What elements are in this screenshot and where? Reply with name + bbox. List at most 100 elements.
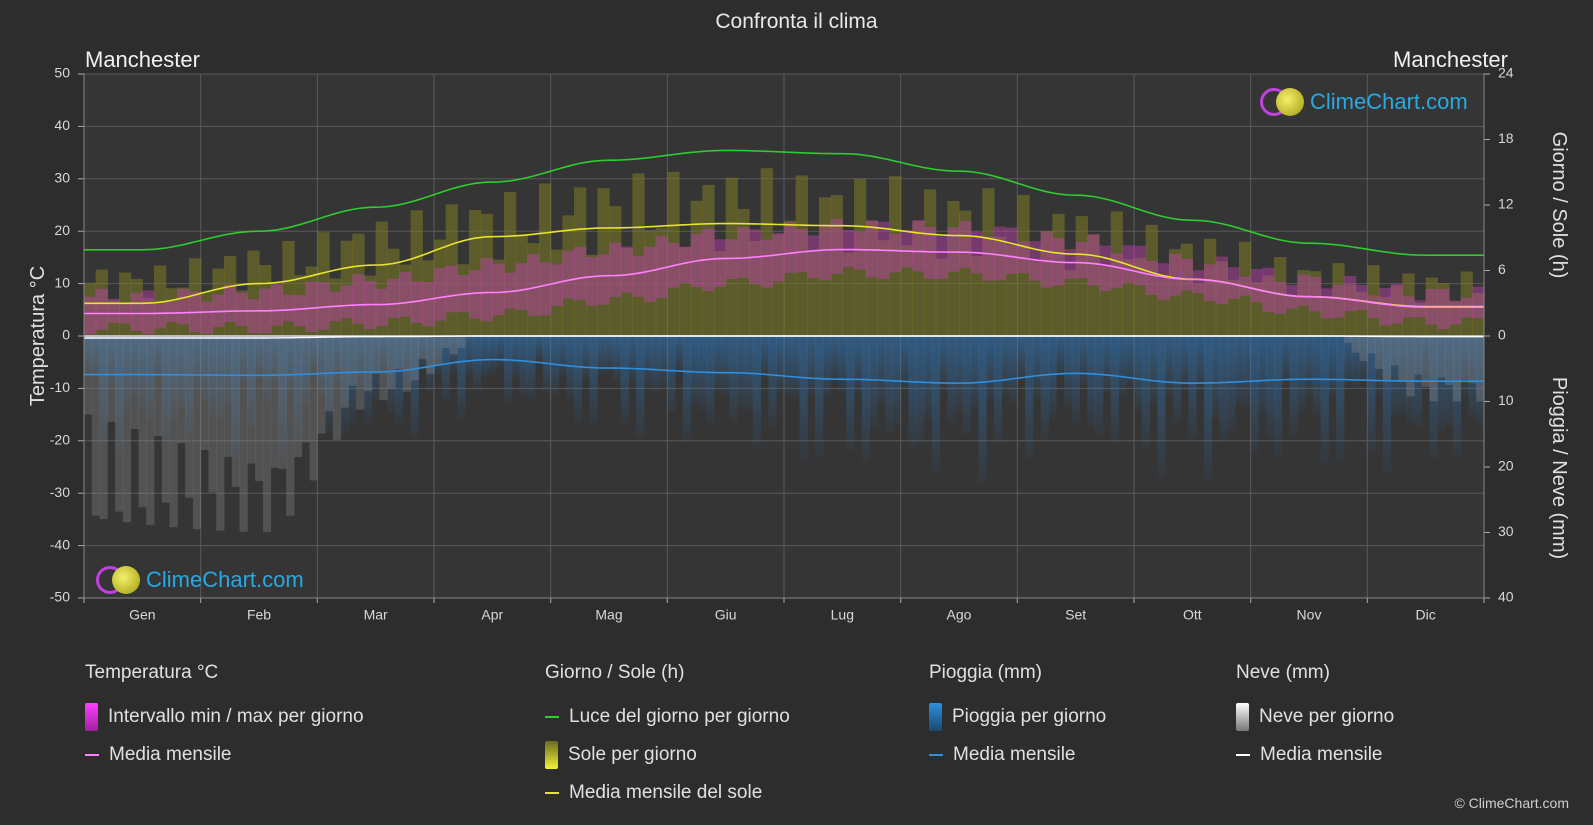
sunshine-bar [1379,296,1392,336]
sunshine-bar [189,258,202,336]
temp-range-bar [655,236,668,298]
left-tick-label: -10 [50,379,70,395]
snow-swatch [1236,703,1249,731]
rain-bar [1110,336,1119,442]
sunshine-bar [539,183,552,336]
logo-sun-icon [112,566,140,594]
sunshine-bar [352,233,365,336]
rain-bar [1235,336,1244,406]
legend-heading: Pioggia (mm) [929,662,1042,683]
rain-bar [706,336,715,424]
month-label: Lug [831,607,854,623]
temp-range-bar [900,230,913,268]
legend-rain: Pioggia (mm) Pioggia per giorno Media me… [929,662,1106,774]
climate-chart: 50 40 30 20 10 0 -10 -20 -30 -40 -50 24 18 12 6 0 10 20 30… [27,65,1570,623]
rain-bar [255,336,264,380]
rain-bar [402,336,412,392]
rain-bar [1172,336,1182,422]
sunshine-bar [842,252,855,336]
rain-bar [1227,336,1236,433]
sunshine-bar [1122,259,1135,336]
rain-bar [379,336,388,377]
sunshine-bar [294,275,307,336]
sunshine-bar [504,191,517,336]
right-bottom-tick-label: 20 [1498,458,1514,474]
sunshine-bar [550,249,563,336]
rain-bar [784,336,793,397]
rain-bar [737,336,746,408]
left-tick-label: -40 [50,536,70,552]
rain-bar [1274,336,1283,457]
rain-bar [200,336,209,402]
temp-range-bar [830,218,843,274]
rain-bar [1048,336,1057,419]
sunshine-bar [1040,230,1053,336]
rain-bar [99,336,108,444]
rain-bar [574,336,583,422]
snow-bar [270,336,279,468]
legend-item-snow-mean: Media mensile [1236,736,1394,774]
right-bottom-tick-label: 40 [1498,589,1514,605]
sunshine-bar [1110,211,1123,336]
snow-bar [107,336,116,422]
rain-bar [348,336,357,424]
snow-bar [247,336,256,464]
temp-range-bar [375,288,388,326]
temp-range-bar [644,246,657,302]
temp-mean-swatch [85,754,99,756]
rain-bar [130,336,139,397]
right-bottom-axis-label: Pioggia / Neve (mm) [1548,377,1570,559]
rain-bar [931,336,940,472]
rain-bar [822,336,832,399]
sunshine-bar [1064,270,1077,336]
rain-bar [581,336,590,380]
sunshine-bar [317,232,330,336]
sunshine-bar [247,250,260,336]
snow-bar [294,336,303,457]
temp-range-bar [854,232,867,270]
temp-range-bar [410,281,423,323]
left-tick-label: 50 [54,65,70,81]
temp-range-bar [1309,276,1322,312]
snow-bar [1344,336,1353,343]
rain-bar [434,336,443,374]
rain-bar [472,336,482,392]
temp-range-bar [1169,253,1182,296]
temp-range-bar [1414,300,1427,318]
temp-range-bar [434,267,447,321]
snow-bar [177,336,186,444]
temp-range-bar [819,224,832,281]
temp-range-bar [1040,231,1053,288]
rain-bar [511,336,520,378]
temp-range-bar [947,227,960,272]
rain-bar [939,336,948,392]
sunshine-bar [924,189,937,336]
month-label: Gen [129,607,155,623]
temp-range-bar [1215,256,1228,304]
snow-bar [410,336,419,381]
snow-bar [402,336,412,392]
rain-bar [698,336,707,411]
snow-bar [1375,336,1384,369]
sunshine-bar [364,275,377,336]
snow-bar [146,336,155,525]
snow-bar [138,336,147,508]
sunshine-bar [1250,282,1263,336]
sunshine-bar [574,187,587,336]
sunshine-bar [982,188,995,336]
rain-bar [441,336,450,400]
rain-bar [854,336,863,394]
rain-bar [1118,336,1127,397]
sunshine-bar [900,245,913,336]
rain-bar [1344,336,1353,386]
sunshine-bar [749,241,762,336]
location-left: Manchester [85,47,200,72]
rain-bar [908,336,917,449]
rain-bar [760,336,769,379]
rain-bar [550,336,559,396]
snow-bar [1421,336,1430,387]
sunshine-bar [772,234,785,336]
right-top-tick-label: 18 [1498,130,1514,146]
snow-bar [208,336,217,493]
rain-bar [122,336,132,407]
